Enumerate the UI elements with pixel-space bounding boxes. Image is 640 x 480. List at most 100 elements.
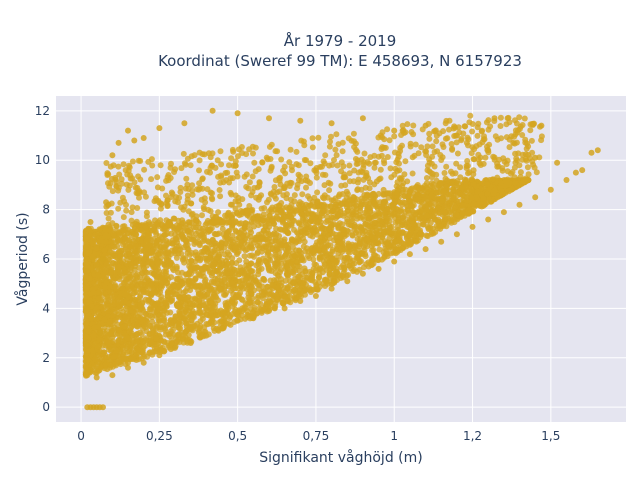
scatter-point bbox=[111, 292, 118, 299]
scatter-point bbox=[370, 241, 377, 248]
scatter-point bbox=[162, 225, 168, 232]
scatter-point bbox=[264, 236, 270, 243]
scatter-point bbox=[463, 197, 470, 204]
scatter-point bbox=[292, 297, 299, 304]
scatter-point bbox=[104, 294, 111, 301]
scatter-point bbox=[413, 238, 420, 245]
scatter-point bbox=[345, 221, 352, 228]
scatter-point bbox=[296, 206, 303, 213]
scatter-point bbox=[101, 324, 108, 331]
scatter-point bbox=[349, 199, 356, 206]
scatter-point bbox=[386, 222, 393, 229]
scatter-point bbox=[243, 258, 250, 265]
scatter-point bbox=[219, 219, 226, 226]
scatter-point bbox=[445, 191, 452, 198]
scatter-point bbox=[337, 206, 344, 213]
scatter-point bbox=[419, 199, 426, 206]
scatter-point bbox=[170, 267, 177, 274]
scatter-point bbox=[153, 280, 160, 287]
scatter-point bbox=[117, 253, 124, 260]
scatter-point bbox=[93, 261, 100, 268]
scatter-point bbox=[101, 316, 108, 323]
scatter-point bbox=[333, 259, 340, 266]
scatter-point bbox=[108, 243, 115, 250]
scatter-point bbox=[207, 312, 214, 319]
scatter-point bbox=[196, 298, 203, 305]
scatter-point bbox=[235, 285, 242, 292]
scatter-point bbox=[85, 328, 92, 335]
scatter-point bbox=[399, 201, 406, 208]
scatter-point bbox=[153, 241, 160, 248]
scatter-point bbox=[243, 274, 250, 281]
scatter-point bbox=[146, 221, 153, 228]
scatter-point bbox=[130, 314, 137, 321]
scatter-point bbox=[148, 176, 155, 183]
scatter-point bbox=[316, 271, 323, 278]
scatter-point bbox=[213, 267, 220, 274]
scatter-point bbox=[161, 243, 167, 250]
scatter-point bbox=[213, 294, 220, 301]
scatter-point bbox=[365, 215, 372, 222]
scatter-point bbox=[231, 274, 238, 281]
scatter-point bbox=[113, 347, 120, 354]
scatter-point bbox=[390, 204, 397, 211]
scatter-point bbox=[459, 210, 466, 217]
scatter-point bbox=[345, 272, 352, 278]
scatter-point bbox=[216, 285, 223, 292]
scatter-point bbox=[101, 349, 108, 356]
scatter-point bbox=[149, 318, 156, 325]
scatter-point bbox=[106, 346, 112, 353]
scatter-point bbox=[370, 190, 377, 197]
scatter-point bbox=[155, 261, 162, 267]
scatter-point bbox=[272, 270, 279, 276]
scatter-point bbox=[130, 240, 137, 247]
scatter-point bbox=[298, 293, 305, 300]
scatter-point bbox=[141, 323, 148, 329]
scatter-point bbox=[123, 207, 130, 214]
scatter-point bbox=[310, 211, 317, 218]
scatter-point bbox=[279, 209, 286, 216]
scatter-point bbox=[428, 193, 435, 199]
scatter-point bbox=[89, 240, 96, 247]
scatter-point bbox=[406, 192, 413, 199]
scatter-point bbox=[189, 307, 196, 314]
scatter-point bbox=[255, 260, 262, 267]
scatter-point bbox=[216, 245, 222, 252]
scatter-point bbox=[349, 232, 356, 239]
scatter-point bbox=[321, 276, 328, 283]
scatter-point bbox=[128, 330, 135, 337]
scatter-point bbox=[282, 277, 289, 284]
scatter-point bbox=[110, 277, 117, 283]
scatter-point bbox=[138, 227, 145, 234]
scatter-point bbox=[428, 202, 435, 209]
scatter-point bbox=[340, 226, 347, 233]
scatter-point bbox=[336, 220, 343, 227]
scatter-point bbox=[281, 294, 288, 300]
scatter-point bbox=[131, 301, 138, 308]
scatter-point bbox=[322, 235, 329, 242]
scatter-point bbox=[305, 253, 311, 260]
scatter-point bbox=[175, 294, 182, 301]
scatter-point bbox=[365, 204, 372, 211]
scatter-point bbox=[133, 277, 140, 284]
scatter-point bbox=[235, 229, 242, 236]
scatter-point bbox=[177, 275, 183, 282]
scatter-point bbox=[468, 194, 475, 201]
scatter-point bbox=[143, 328, 150, 335]
scatter-point bbox=[282, 242, 289, 249]
scatter-point bbox=[139, 349, 146, 356]
scatter-point bbox=[313, 228, 320, 234]
scatter-point bbox=[230, 211, 236, 218]
scatter-point bbox=[152, 335, 159, 341]
scatter-point bbox=[195, 291, 202, 297]
scatter-point bbox=[375, 232, 382, 239]
scatter-point bbox=[175, 331, 182, 338]
scatter-point bbox=[370, 247, 377, 253]
scatter-point bbox=[316, 254, 323, 261]
scatter-point bbox=[152, 228, 159, 235]
scatter-point bbox=[379, 256, 385, 263]
scatter-point bbox=[259, 283, 266, 290]
scatter-point bbox=[148, 335, 154, 341]
scatter-point bbox=[434, 184, 441, 191]
scatter-point bbox=[222, 240, 229, 247]
